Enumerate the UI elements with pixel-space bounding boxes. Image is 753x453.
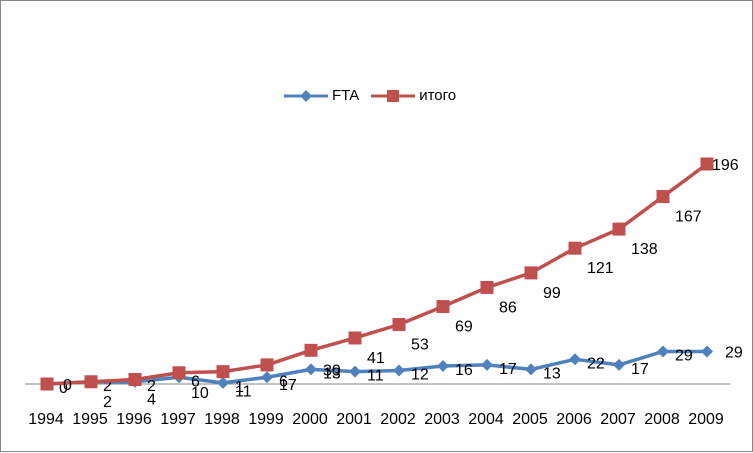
data-point-total (304, 343, 318, 357)
data-point-total (612, 222, 626, 236)
data-label-fta: 2 (147, 378, 156, 395)
data-point-total (40, 377, 54, 391)
data-point-total (260, 358, 274, 372)
data-label-fta: 16 (455, 362, 473, 379)
x-tick-label: 1999 (248, 411, 284, 428)
data-point-total (568, 241, 582, 255)
data-point-total (392, 318, 406, 332)
x-tick-label: 2000 (292, 411, 328, 428)
data-label-total: 167 (675, 209, 702, 226)
data-label-fta: 17 (499, 361, 517, 378)
data-label-fta: 2 (103, 378, 112, 395)
data-label-total: 86 (499, 299, 517, 316)
x-tick-label: 2001 (336, 411, 372, 428)
data-point-fta (613, 358, 625, 371)
x-tick-label: 2008 (644, 411, 680, 428)
data-point-fta (305, 363, 317, 376)
data-label-fta: 13 (323, 365, 341, 382)
x-tick-label: 2004 (468, 411, 504, 428)
data-label-fta: 13 (543, 365, 561, 382)
x-tick-label: 1997 (160, 411, 196, 428)
data-point-total (172, 366, 186, 380)
data-label-total: 0 (63, 377, 72, 394)
x-tick-label: 2003 (424, 411, 460, 428)
data-point-fta (481, 358, 493, 371)
x-tick-label: 2007 (600, 411, 636, 428)
data-label-total: 30 (323, 362, 341, 379)
data-label-total: 99 (543, 285, 561, 302)
data-point-total (656, 190, 670, 204)
data-label-fta: 22 (587, 355, 605, 372)
data-label-fta: 6 (279, 373, 288, 390)
data-point-fta (261, 371, 273, 384)
legend-label-total: итого (419, 87, 457, 104)
x-tick-label: 2002 (380, 411, 416, 428)
data-point-total (700, 157, 714, 171)
data-point-fta (393, 364, 405, 377)
series-line-total (46, 162, 709, 386)
x-tick-label: 2009 (688, 411, 724, 428)
data-label-fta: 17 (631, 361, 649, 378)
data-point-fta (349, 365, 361, 378)
data-label-total: 17 (279, 377, 297, 394)
data-point-total (436, 300, 450, 314)
data-label-total: 121 (587, 260, 614, 277)
data-label-total: 138 (631, 241, 658, 258)
legend: FTA итого (284, 87, 468, 104)
legend-swatch-total (371, 89, 416, 102)
x-tick-label: 1996 (116, 411, 152, 428)
data-label-total: 4 (147, 392, 156, 409)
data-label-total: 53 (411, 337, 429, 354)
data-label-fta: 0 (59, 380, 68, 397)
x-tick-label: 1994 (28, 411, 64, 428)
data-label-total: 2 (103, 394, 112, 411)
data-point-fta (217, 376, 229, 389)
data-point-fta (657, 345, 669, 358)
x-tick-label: 2006 (556, 411, 592, 428)
x-tick-label: 2005 (512, 411, 548, 428)
data-point-fta (525, 363, 537, 376)
series-line-fta (46, 349, 707, 386)
data-point-total (216, 365, 230, 379)
data-label-fta: 29 (675, 347, 693, 364)
data-label-total: 41 (367, 350, 385, 367)
data-point-fta (569, 353, 581, 366)
data-point-total (480, 280, 494, 294)
data-point-total (84, 375, 98, 389)
legend-item-fta: FTA (284, 87, 359, 104)
data-point-fta (701, 345, 713, 358)
x-tick-label: 1995 (72, 411, 108, 428)
legend-swatch-fta (284, 89, 328, 102)
data-point-total (128, 373, 142, 387)
data-label-total: 69 (455, 319, 473, 336)
x-tick-label: 1998 (204, 411, 240, 428)
data-label-total: 196 (712, 157, 739, 174)
data-label-fta: 6 (191, 373, 200, 390)
data-label-total: 10 (191, 385, 209, 402)
legend-item-total: итого (371, 87, 456, 104)
data-point-fta (437, 360, 449, 373)
data-label-fta: 1 (235, 379, 244, 396)
legend-label-fta: FTA (332, 87, 360, 104)
data-label-fta: 12 (411, 367, 429, 384)
data-point-total (524, 266, 538, 280)
data-label-total: 11 (235, 384, 252, 401)
data-label-fta: 11 (367, 368, 384, 385)
data-point-total (348, 331, 362, 345)
data-label-fta: 29 (725, 344, 743, 361)
